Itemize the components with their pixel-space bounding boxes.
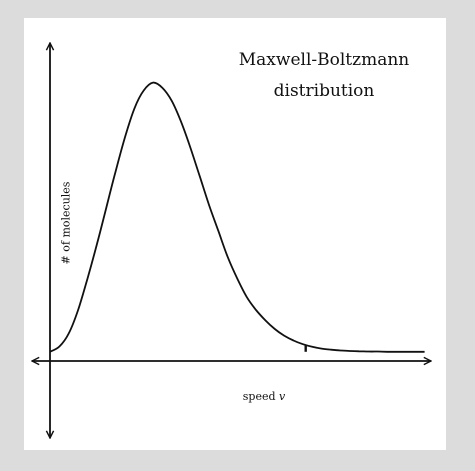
chart-panel: Maxwell-Boltzmann distribution # of mole…: [24, 18, 446, 450]
chart-title-line-1: Maxwell-Boltzmann: [238, 50, 410, 70]
x-axis-label-text: speed: [242, 390, 280, 403]
chart-svg: [24, 18, 446, 450]
y-axis-label: # of molecules: [59, 181, 73, 265]
chart-title-line-2: distribution: [273, 81, 375, 101]
x-axis-label: speed v: [243, 390, 285, 403]
distribution-curve: [49, 81, 425, 353]
x-axis-label-variable: v: [279, 390, 286, 403]
